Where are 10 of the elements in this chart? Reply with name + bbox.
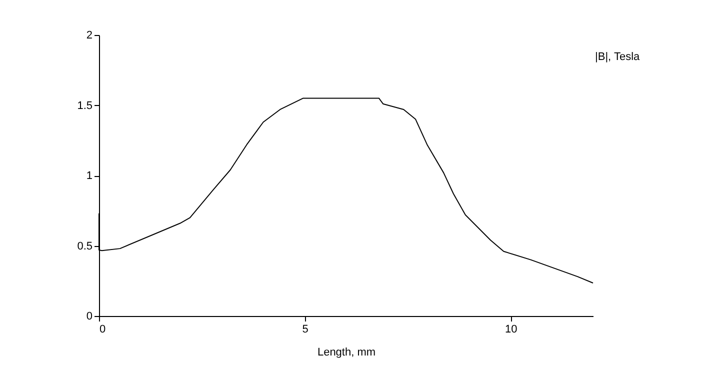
x-axis-title: Length, mm [317, 346, 376, 358]
y-tick-label: 0.5 [77, 240, 92, 252]
y-tick-label: 1 [86, 170, 92, 182]
text: |B|, Tesla [595, 51, 641, 63]
x-tick-label: 5 [302, 324, 308, 336]
x-tick-label: 0 [100, 324, 106, 336]
y-tick-label: 2 [86, 30, 92, 42]
y-tick-label: 1.5 [77, 100, 92, 112]
x-tick-label: 10 [505, 324, 518, 336]
y-tick-label: 0 [86, 310, 92, 322]
